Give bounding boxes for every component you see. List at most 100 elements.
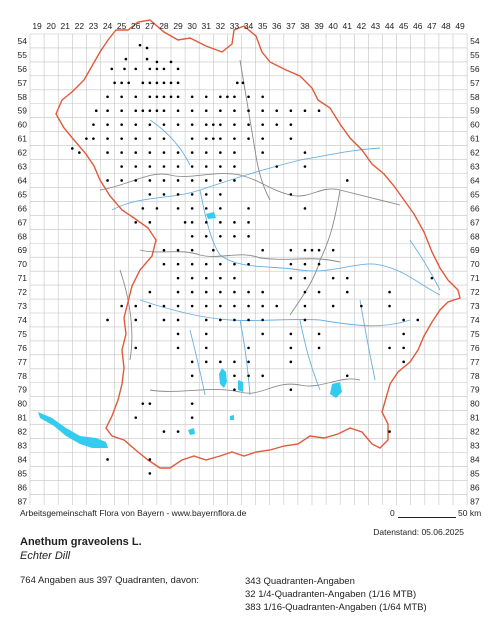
y-grid-label-left: 83 bbox=[18, 441, 28, 451]
x-grid-label: 38 bbox=[300, 21, 310, 31]
y-grid-label-left: 86 bbox=[18, 482, 28, 492]
occurrence-dot bbox=[289, 346, 293, 350]
y-grid-label-left: 59 bbox=[18, 106, 28, 116]
occurrence-dot bbox=[233, 95, 236, 99]
occurrence-dot bbox=[127, 81, 130, 85]
occurrence-dot bbox=[190, 276, 194, 280]
y-grid-label-left: 69 bbox=[18, 245, 28, 255]
x-grid-label: 33 bbox=[230, 21, 240, 31]
occurrence-dot bbox=[261, 290, 264, 294]
occurrence-dot bbox=[134, 123, 138, 126]
occurrence-dot bbox=[219, 290, 222, 294]
occurrence-dot bbox=[233, 137, 236, 140]
occurrence-dot bbox=[219, 123, 222, 126]
x-grid-label: 46 bbox=[413, 21, 423, 31]
occurrence-dot bbox=[317, 332, 321, 336]
x-grid-label: 49 bbox=[455, 21, 465, 31]
y-grid-label-right: 84 bbox=[470, 454, 480, 464]
occurrence-dot bbox=[155, 60, 159, 64]
occurrence-dot bbox=[71, 147, 74, 150]
y-grid-label-right: 58 bbox=[470, 92, 480, 102]
x-grid-label: 30 bbox=[187, 21, 197, 31]
y-grid-label-left: 79 bbox=[18, 385, 28, 395]
occurrence-dot bbox=[148, 109, 152, 113]
x-grid-label: 48 bbox=[441, 21, 451, 31]
occurrence-dot bbox=[162, 430, 166, 433]
occurrence-dot bbox=[176, 248, 180, 252]
occurrence-dot bbox=[303, 109, 307, 113]
occurrence-dot bbox=[148, 304, 152, 308]
occurrence-dot bbox=[141, 207, 145, 210]
occurrence-dot bbox=[162, 318, 166, 322]
x-grid-label: 26 bbox=[131, 21, 141, 31]
occurrence-dot bbox=[162, 123, 166, 126]
occurrence-dot bbox=[303, 276, 307, 280]
data-date: Datenstand: 05.06.2025 bbox=[373, 527, 464, 537]
y-grid-label-right: 78 bbox=[470, 371, 480, 381]
occurrence-dot bbox=[289, 360, 293, 364]
occurrence-dot bbox=[190, 221, 194, 224]
occurrence-dot bbox=[176, 165, 180, 168]
y-grid-label-left: 62 bbox=[18, 148, 28, 158]
occurrence-dot bbox=[261, 318, 264, 322]
occurrence-dot bbox=[148, 193, 152, 196]
occurrence-dot bbox=[148, 179, 152, 182]
occurrence-dot bbox=[247, 95, 250, 99]
y-grid-label-right: 72 bbox=[470, 287, 480, 297]
occurrence-dot bbox=[204, 360, 208, 364]
occurrence-dot bbox=[176, 123, 180, 126]
y-grid-label-right: 71 bbox=[470, 273, 480, 283]
occurrence-dot bbox=[148, 472, 152, 475]
occurrence-dot bbox=[145, 46, 149, 50]
occurrence-dot bbox=[219, 276, 222, 280]
occurrence-dot bbox=[388, 430, 391, 433]
occurrence-dot bbox=[233, 234, 236, 238]
occurrence-dot bbox=[176, 276, 180, 280]
x-grid-label: 24 bbox=[103, 21, 113, 31]
occurrence-dot bbox=[106, 123, 109, 126]
occurrence-dot bbox=[148, 67, 152, 71]
scale-end-label: 50 km bbox=[458, 508, 482, 518]
occurrence-dot bbox=[190, 374, 194, 378]
occurrence-dot bbox=[402, 346, 405, 350]
occurrence-dot bbox=[247, 207, 250, 210]
occurrence-dot bbox=[190, 193, 194, 196]
occurrence-dot bbox=[134, 67, 138, 71]
occurrence-dot bbox=[204, 346, 208, 350]
occurrence-dot bbox=[331, 248, 335, 252]
occurrence-dot bbox=[345, 290, 349, 294]
occurrence-dot bbox=[345, 374, 349, 378]
common-name: Echter Dill bbox=[20, 550, 71, 562]
attribution: Arbeitsgemeinschaft Flora von Bayern - w… bbox=[20, 508, 247, 518]
x-grid-label: 42 bbox=[357, 21, 367, 31]
y-grid-label-right: 63 bbox=[470, 162, 480, 172]
y-grid-label-left: 74 bbox=[18, 315, 28, 325]
occurrence-dot bbox=[106, 179, 109, 182]
occurrence-dot bbox=[169, 95, 173, 99]
y-grid-label-left: 72 bbox=[18, 287, 28, 297]
occurrence-dot bbox=[190, 360, 194, 364]
occurrence-dot bbox=[148, 137, 152, 140]
occurrence-dot bbox=[155, 109, 159, 113]
occurrence-dot bbox=[204, 109, 208, 113]
x-grid-label: 43 bbox=[371, 21, 381, 31]
x-grid-label: 35 bbox=[258, 21, 268, 31]
occurrence-dot bbox=[110, 67, 114, 71]
y-grid-label-right: 77 bbox=[470, 357, 480, 367]
occurrence-dot bbox=[190, 95, 194, 99]
occurrence-dot bbox=[261, 109, 264, 113]
x-grid-label: 27 bbox=[145, 21, 155, 31]
occurrence-dot bbox=[148, 151, 152, 154]
occurrence-dot bbox=[92, 137, 95, 140]
occurrence-dot bbox=[247, 290, 250, 294]
occurrence-dot bbox=[204, 95, 208, 99]
occurrence-dot bbox=[134, 109, 138, 113]
grid-labels: 1919202021212222232324242525262627272828… bbox=[18, 21, 480, 505]
y-grid-label-right: 60 bbox=[470, 120, 480, 130]
occurrence-dot bbox=[402, 318, 405, 322]
occurrence-dot bbox=[289, 262, 293, 266]
occurrence-dot bbox=[190, 304, 194, 308]
occurrence-dot bbox=[233, 109, 236, 113]
occurrence-dot bbox=[331, 276, 335, 280]
y-grid-label-left: 70 bbox=[18, 259, 28, 269]
